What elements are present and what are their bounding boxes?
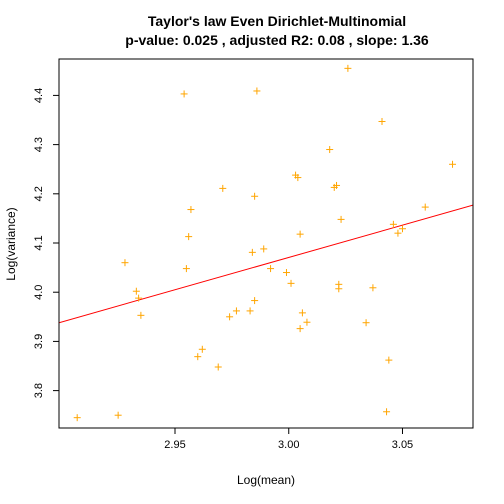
data-point bbox=[296, 325, 304, 333]
data-point bbox=[187, 206, 195, 214]
data-point bbox=[398, 225, 406, 233]
y-tick-label: 4.4 bbox=[33, 88, 45, 103]
data-point bbox=[337, 215, 345, 223]
data-point bbox=[135, 294, 143, 302]
y-tick-label: 4.0 bbox=[33, 285, 45, 300]
data-point bbox=[248, 248, 256, 256]
data-point bbox=[137, 311, 145, 319]
data-point bbox=[335, 280, 343, 288]
regression-line bbox=[59, 204, 473, 324]
plot-frame bbox=[58, 58, 474, 429]
data-point bbox=[296, 230, 304, 238]
data-point bbox=[121, 259, 129, 267]
data-point bbox=[383, 408, 391, 416]
data-point bbox=[198, 345, 206, 353]
data-point bbox=[219, 184, 227, 192]
chart-subtitle: p-value: 0.025 , adjusted R2: 0.08 , slo… bbox=[125, 32, 429, 48]
data-point bbox=[194, 353, 202, 361]
data-point bbox=[333, 181, 341, 189]
x-axis-label: Log(mean) bbox=[237, 473, 295, 487]
data-point bbox=[132, 287, 140, 295]
data-point bbox=[369, 284, 377, 292]
data-point bbox=[182, 265, 190, 273]
data-point bbox=[385, 356, 393, 364]
data-point bbox=[449, 160, 457, 168]
data-point bbox=[294, 174, 302, 182]
data-point bbox=[260, 245, 268, 253]
points-layer bbox=[73, 64, 457, 422]
x-tick-label: 2.95 bbox=[164, 439, 185, 451]
fit-line-layer bbox=[59, 204, 473, 324]
data-point bbox=[282, 269, 290, 277]
data-point bbox=[344, 64, 352, 72]
x-tick-label: 3.05 bbox=[392, 439, 413, 451]
y-tick-label: 3.9 bbox=[33, 334, 45, 349]
y-tick-label: 3.8 bbox=[33, 383, 45, 398]
data-point bbox=[421, 203, 429, 211]
data-point bbox=[73, 414, 81, 422]
data-point bbox=[246, 307, 254, 315]
data-point bbox=[326, 146, 334, 154]
data-point bbox=[114, 411, 122, 419]
data-point bbox=[185, 233, 193, 241]
data-point bbox=[378, 117, 386, 125]
axes-layer: 2.95 3.00 3.05 3.8 3.9 4.0 4.1 4.2 4.3 4.4 bbox=[33, 88, 413, 451]
data-point bbox=[303, 318, 311, 326]
data-point bbox=[362, 319, 370, 327]
y-tick-label: 4.2 bbox=[33, 186, 45, 201]
data-point bbox=[389, 220, 397, 228]
data-point bbox=[298, 309, 306, 317]
y-tick-label: 4.1 bbox=[33, 235, 45, 250]
data-point bbox=[253, 87, 261, 95]
data-point bbox=[394, 229, 402, 237]
data-point bbox=[180, 90, 188, 98]
data-point bbox=[267, 265, 275, 273]
data-point bbox=[251, 297, 259, 305]
data-point bbox=[287, 279, 295, 287]
data-point bbox=[232, 307, 240, 315]
data-point bbox=[226, 313, 234, 321]
data-point bbox=[251, 192, 259, 200]
x-tick-label: 3.00 bbox=[278, 439, 299, 451]
y-axis-label: Log(variance) bbox=[4, 207, 18, 280]
y-tick-label: 4.3 bbox=[33, 137, 45, 152]
chart-title: Taylor's law Even Dirichlet-Multinomial bbox=[148, 13, 406, 29]
data-point bbox=[214, 363, 222, 371]
